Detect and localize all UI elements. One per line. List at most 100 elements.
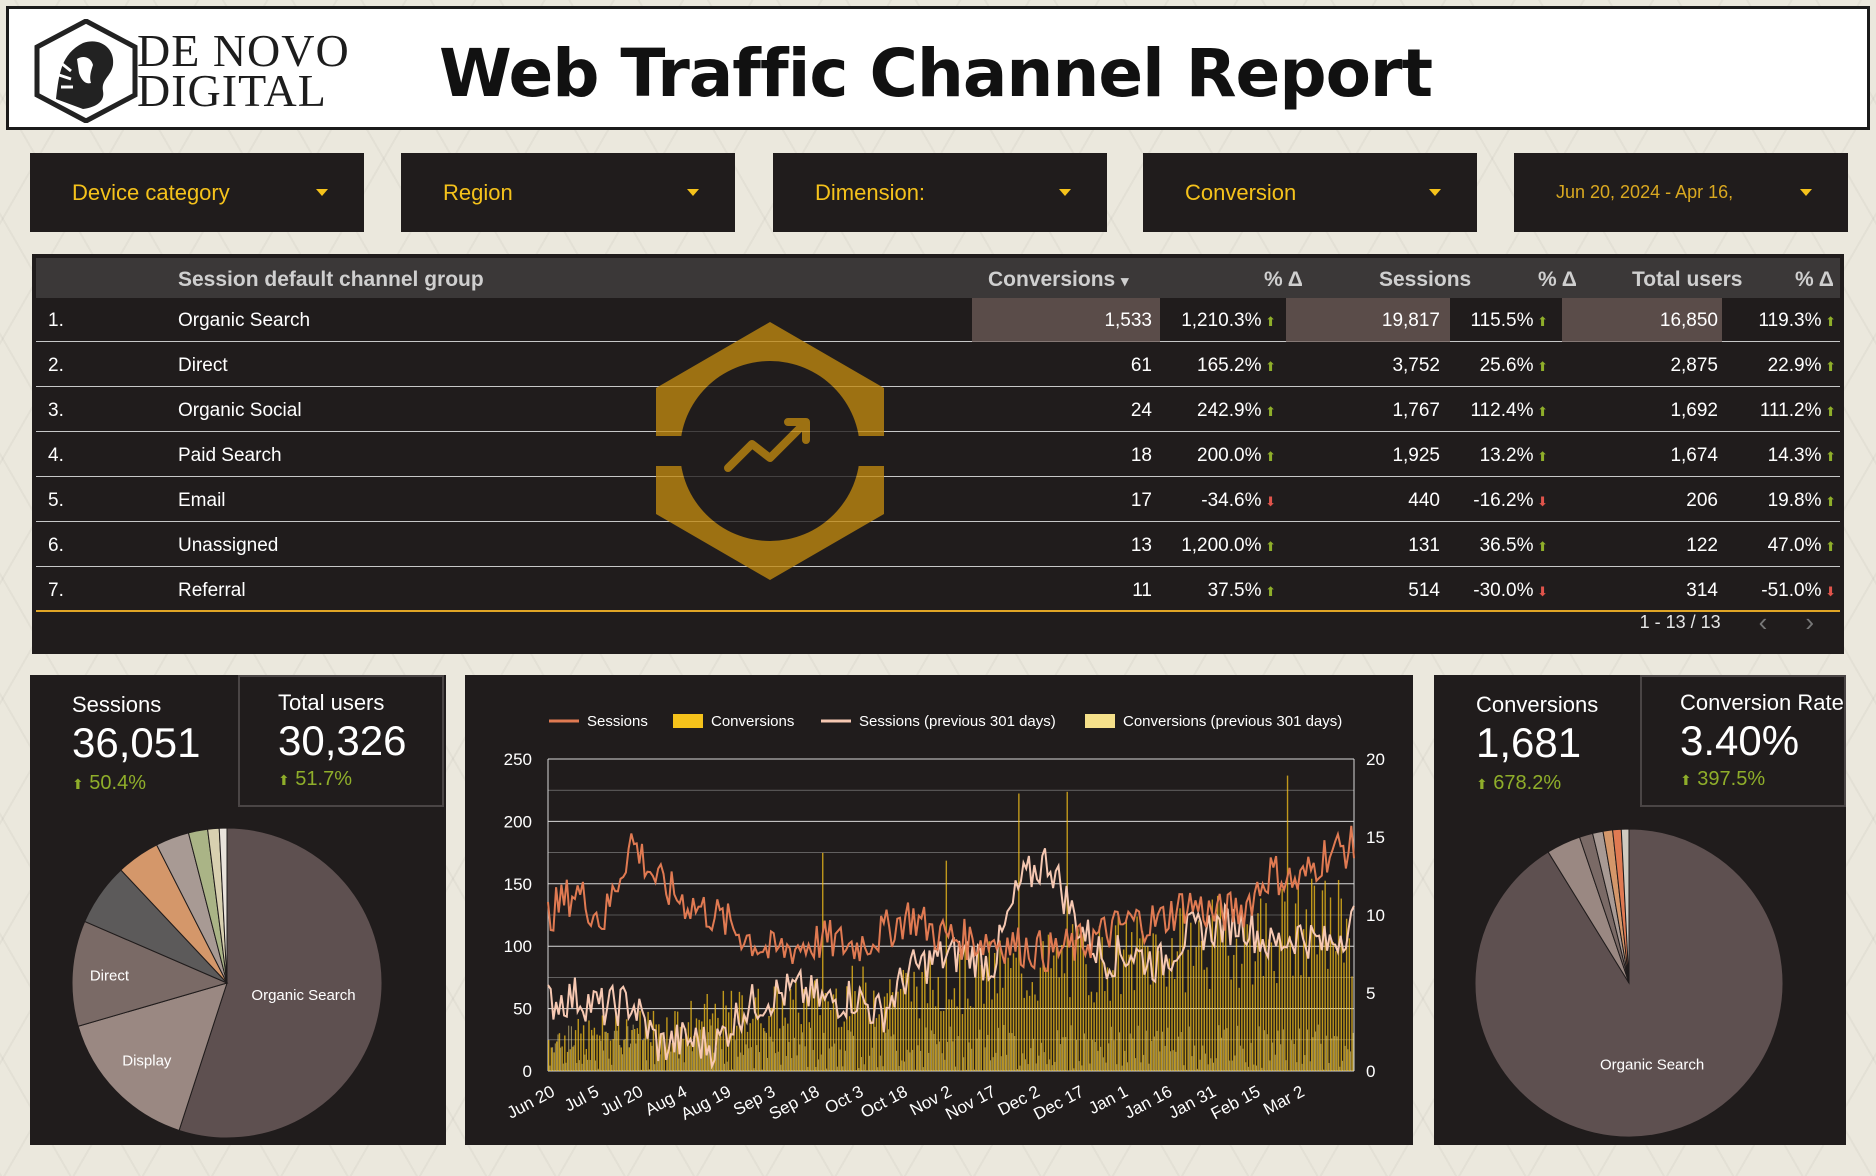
rank-cell: 3. bbox=[48, 400, 64, 422]
conversions-prev-bar bbox=[955, 1066, 957, 1071]
conversions-bar bbox=[1047, 934, 1050, 1071]
table-header: Session default channel group Conversion… bbox=[36, 258, 1840, 298]
conversions-prev-bar bbox=[890, 1036, 892, 1071]
channel-cell-text: Organic Search bbox=[178, 310, 311, 331]
conversions-prev-bar bbox=[1188, 1026, 1190, 1071]
conversions-prev-bar bbox=[710, 1025, 712, 1071]
conversions-prev-bar bbox=[654, 1064, 656, 1071]
conversions-prev-bar bbox=[715, 1047, 717, 1071]
conversions-bar bbox=[1173, 979, 1176, 1071]
next-page-icon[interactable]: › bbox=[1805, 607, 1814, 637]
conversions-bar bbox=[1133, 990, 1136, 1071]
conversions-bar bbox=[996, 993, 999, 1071]
conv-change-cell-text: 1,200.0% bbox=[1181, 535, 1262, 556]
legend-label: Sessions bbox=[587, 713, 648, 730]
conversions-bar bbox=[784, 1017, 786, 1071]
conversions-bar bbox=[553, 1052, 555, 1071]
column-header-conversions[interactable]: Conversions ▾ bbox=[988, 268, 1129, 292]
sess-change-cell-text: -30.0% bbox=[1473, 580, 1534, 601]
column-header-users[interactable]: Total users bbox=[1632, 268, 1743, 291]
conversions-bar bbox=[682, 1038, 684, 1071]
region-filter[interactable]: Region bbox=[401, 153, 735, 232]
arrow-up-icon: ⬆ bbox=[1261, 449, 1276, 464]
conversions-bar bbox=[668, 1039, 671, 1071]
conversions-prev-bar bbox=[1242, 1048, 1244, 1071]
conversions-bar bbox=[980, 964, 982, 1071]
x-tick-label: Jul 20 bbox=[597, 1082, 646, 1120]
legend-label: Conversions bbox=[711, 713, 794, 730]
device-category-filter[interactable]: Device category bbox=[30, 153, 364, 232]
conversions-prev-bar bbox=[855, 1070, 857, 1071]
table-row[interactable]: 5. Email 17 -34.6% ⬇ 440 -16.2% ⬇ 206 19.8% ⬆ bbox=[36, 478, 1840, 522]
conversions-prev-bar bbox=[613, 1030, 615, 1071]
conversions-prev-bar bbox=[767, 1057, 769, 1071]
conversions-cell: 11 bbox=[1132, 580, 1152, 602]
column-header-sess-change[interactable]: % Δ bbox=[1538, 268, 1577, 291]
conversions-bar bbox=[548, 1040, 550, 1071]
conversions-prev-bar bbox=[842, 1066, 844, 1071]
scorecard-value: 30,326 bbox=[278, 717, 407, 764]
conversions-prev-bar bbox=[882, 1066, 884, 1071]
conversions-bar bbox=[1313, 885, 1316, 1071]
pie-slice bbox=[178, 827, 383, 1139]
conversions-bar bbox=[792, 999, 794, 1071]
column-header-channel[interactable]: Session default channel group bbox=[178, 268, 484, 291]
conversions-prev-bar bbox=[818, 1059, 820, 1071]
conversions-bar bbox=[1206, 967, 1208, 1071]
conversions-prev-bar bbox=[1186, 1069, 1188, 1071]
conversions-bar bbox=[795, 978, 797, 1071]
date-range-picker[interactable]: Jun 20, 2024 - Apr 16, bbox=[1514, 153, 1848, 232]
users-cell: 314 bbox=[1686, 580, 1718, 602]
conversions-bar bbox=[816, 978, 819, 1071]
conversions-bar bbox=[929, 956, 931, 1071]
conversions-prev-bar bbox=[1180, 1032, 1182, 1071]
conversions-bar bbox=[582, 1025, 585, 1071]
conversions-prev-bar bbox=[1167, 1027, 1169, 1071]
arrow-up-icon: ⬆ bbox=[1261, 404, 1276, 419]
conversions-bar bbox=[1246, 924, 1248, 1071]
conversions-bar bbox=[577, 1018, 579, 1071]
table-row[interactable]: 6. Unassigned 13 1,200.0% ⬆ 131 36.5% ⬆ 122 47.… bbox=[36, 523, 1840, 567]
total-users-scorecard: Total users 30,326 ⬆ 51.7% bbox=[238, 675, 444, 807]
conversions-prev-bar bbox=[689, 1045, 691, 1071]
conversions-prev-bar bbox=[1092, 1039, 1094, 1071]
delta-value: 397.5% bbox=[1697, 768, 1766, 790]
scorecard-value: 3.40% bbox=[1680, 717, 1800, 764]
conversions-prev-bar bbox=[920, 1050, 922, 1071]
table-row[interactable]: 4. Paid Search 18 200.0% ⬆ 1,925 13.2% ⬆ 1,674… bbox=[36, 433, 1840, 477]
column-header-users-change[interactable]: % Δ bbox=[1795, 268, 1834, 291]
column-header-conv-change[interactable]: % Δ bbox=[1264, 268, 1303, 291]
conversion-filter[interactable]: Conversion bbox=[1143, 153, 1477, 232]
conversions-bar bbox=[1093, 1002, 1095, 1071]
arrow-down-icon: ⬇ bbox=[1533, 494, 1548, 509]
conversions-bar bbox=[1074, 939, 1076, 1071]
sessions-cell-text: 514 bbox=[1408, 580, 1440, 601]
dimension-filter[interactable]: Dimension: bbox=[773, 153, 1107, 232]
conversions-prev-bar bbox=[630, 1043, 631, 1071]
table-row[interactable]: 7. Referral 11 37.5% ⬆ 514 -30.0% ⬇ 314 -51.0% … bbox=[36, 568, 1840, 612]
conversions-prev-bar bbox=[877, 1067, 879, 1071]
table-row[interactable]: 2. Direct 61 165.2% ⬆ 3,752 25.6% ⬆ 2,875 22.9%… bbox=[36, 343, 1840, 387]
conversions-prev-bar bbox=[912, 1049, 914, 1071]
table-row[interactable]: 3. Organic Social 24 242.9% ⬆ 1,767 112.4% ⬆ 1… bbox=[36, 388, 1840, 432]
conversions-prev-bar bbox=[933, 1033, 935, 1071]
legend-label: Sessions (previous 301 days) bbox=[859, 713, 1056, 730]
conversions-bar bbox=[1034, 994, 1036, 1071]
conversions-prev-bar bbox=[1024, 1059, 1026, 1071]
conversions-bar bbox=[1195, 946, 1197, 1071]
conversions-prev-bar bbox=[1339, 1066, 1341, 1071]
prev-page-icon[interactable]: ‹ bbox=[1758, 607, 1768, 637]
column-header-sessions[interactable]: Sessions bbox=[1379, 268, 1472, 291]
conversions-prev-bar bbox=[1062, 1037, 1064, 1071]
conversions-prev-bar bbox=[1164, 1045, 1166, 1071]
conversions-bar bbox=[886, 993, 888, 1071]
conversions-bar bbox=[1348, 938, 1351, 1071]
arrow-up-icon: ⬆ bbox=[1533, 314, 1548, 329]
chevron-down-icon bbox=[1059, 189, 1071, 196]
conversions-bar bbox=[964, 943, 966, 1071]
arrow-up-icon: ⬆ bbox=[72, 776, 84, 792]
conversions-prev-bar bbox=[869, 1055, 871, 1071]
table-row[interactable]: 1. Organic Search 1,533 1,210.3% ⬆ 19,817 115… bbox=[36, 298, 1840, 342]
conversions-bar bbox=[1289, 936, 1291, 1071]
conversions-prev-bar bbox=[1341, 1060, 1343, 1071]
